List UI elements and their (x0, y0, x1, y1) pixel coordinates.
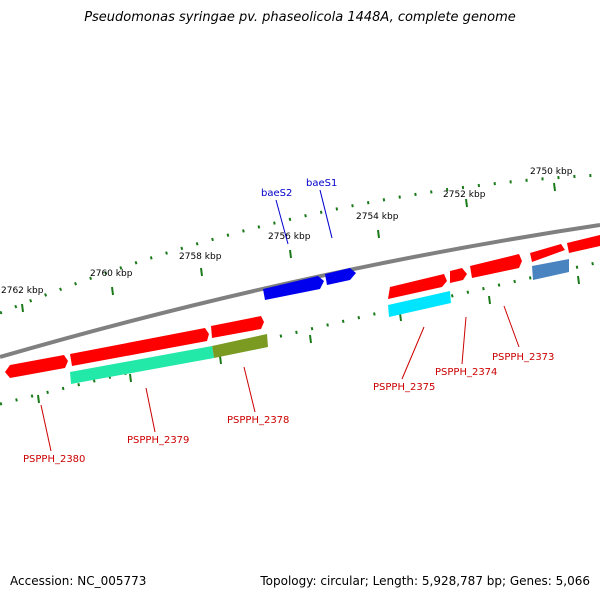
gene-label-PSPPH_2375[interactable]: PSPPH_2375 (373, 382, 435, 393)
major-tick (21, 303, 24, 313)
callout-line (461, 316, 467, 365)
feature-steel-bar[interactable] (532, 259, 569, 280)
gene-forward[interactable] (567, 235, 600, 253)
feature-cyan-bar[interactable] (388, 291, 451, 317)
major-tick (37, 394, 40, 404)
major-tick (377, 229, 380, 239)
top-gene-labels: baeS2 baeS1 (261, 178, 337, 199)
callout-line (503, 305, 520, 348)
major-tick (200, 267, 203, 277)
scale-label-2752: 2752 kbp (443, 190, 486, 200)
scale-labels: 2750 kbp 2752 kbp 2754 kbp 2756 kbp 2758… (1, 167, 573, 296)
inner-major-ticks (37, 275, 580, 404)
gene-label-baeS1[interactable]: baeS1 (306, 178, 337, 189)
gene-PSPPH_2374[interactable] (450, 268, 467, 283)
feature-teal-bar[interactable] (70, 346, 214, 384)
genome-summary-text: Topology: circular; Length: 5,928,787 bp… (260, 574, 590, 588)
gene-label-baeS2[interactable]: baeS2 (261, 188, 292, 199)
map-title: Pseudomonas syringae pv. phaseolicola 14… (84, 10, 516, 25)
major-tick (465, 198, 468, 208)
gene-label-PSPPH_2373[interactable]: PSPPH_2373 (492, 352, 554, 363)
scale-label-2754: 2754 kbp (356, 212, 399, 222)
top-callouts (275, 189, 333, 245)
callout-line (275, 199, 289, 245)
gene-forward[interactable] (530, 244, 565, 262)
gene-baeS2[interactable] (263, 276, 324, 300)
callout-line (145, 387, 156, 433)
gene-PSPPH_2378[interactable] (211, 316, 264, 338)
callout-line (319, 189, 333, 239)
bottom-gene-labels: PSPPH_2373 PSPPH_2374 PSPPH_2375 PSPPH_2… (23, 352, 554, 465)
callout-line (401, 326, 425, 380)
bottom-callouts (40, 305, 520, 452)
gene-PSPPH_2375[interactable] (388, 274, 447, 299)
major-tick (219, 355, 222, 365)
top-genes (263, 268, 356, 300)
outer-major-ticks (21, 182, 556, 313)
feature-olive-bar[interactable] (212, 334, 268, 358)
major-tick (111, 286, 114, 296)
gene-label-PSPPH_2380[interactable]: PSPPH_2380 (23, 454, 85, 465)
scale-label-2762: 2762 kbp (1, 286, 44, 296)
gene-baeS1[interactable] (325, 268, 356, 285)
scale-label-2758: 2758 kbp (179, 252, 222, 262)
scale-label-2756: 2756 kbp (268, 232, 311, 242)
accession-text: Accession: NC_005773 (10, 574, 147, 588)
scale-label-2760: 2760 kbp (90, 269, 133, 279)
gene-label-PSPPH_2374[interactable]: PSPPH_2374 (435, 367, 497, 378)
gene-PSPPH_2380[interactable] (5, 355, 68, 378)
gene-label-PSPPH_2379[interactable]: PSPPH_2379 (127, 435, 189, 446)
major-tick (309, 334, 312, 344)
major-tick (488, 295, 491, 305)
gene-label-PSPPH_2378[interactable]: PSPPH_2378 (227, 415, 289, 426)
callout-line (40, 404, 52, 452)
gene-PSPPH_2373[interactable] (470, 254, 522, 278)
major-tick (289, 249, 292, 259)
major-tick (553, 182, 556, 192)
forward-genes (5, 235, 600, 378)
scale-label-2750: 2750 kbp (530, 167, 573, 177)
major-tick (577, 275, 580, 285)
feature-bars (70, 259, 569, 384)
callout-line (243, 366, 256, 413)
gene-PSPPH_2379[interactable] (70, 328, 209, 366)
major-tick (129, 373, 132, 383)
